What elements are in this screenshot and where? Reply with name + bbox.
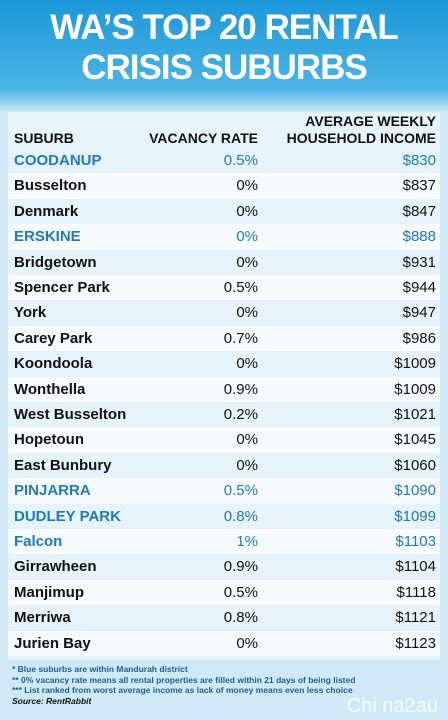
table-row: Girrawheen 0.9% $1104 xyxy=(8,554,440,579)
footnote: *** List ranked from worst average incom… xyxy=(12,685,353,695)
table: SUBURB VACANCY RATE AVERAGE WEEKLY HOUSEHOL… xyxy=(8,112,440,660)
suburb-cell: COODANUP xyxy=(14,152,102,169)
income-cell: $1090 xyxy=(394,482,436,500)
table-row: Denmark 0% $847 xyxy=(8,199,440,224)
vacancy-cell: 0% xyxy=(236,304,258,322)
header: WA’S TOP 20 RENTAL CRISIS SUBURBS xyxy=(0,0,448,112)
income-cell: $986 xyxy=(402,329,436,347)
table-row: East Bunbury 0% $1060 xyxy=(8,453,440,478)
column-header: SUBURB xyxy=(14,130,74,146)
income-cell: $1009 xyxy=(394,355,436,373)
table-row: Manjimup 0.5% $1118 xyxy=(8,579,440,606)
suburb-cell: PINJARRA xyxy=(14,482,91,500)
table-row: Hopetoun 0% $1045 xyxy=(8,427,440,453)
income-cell: $1118 xyxy=(396,583,437,601)
table-row: COODANUP 0.5% $830 xyxy=(8,148,440,173)
table-row: Merriwa 0.8% $1121 xyxy=(8,605,440,630)
suburb-cell: Denmark xyxy=(14,202,79,220)
suburb-cell: Jurien Bay xyxy=(14,634,91,652)
vacancy-cell: 0% xyxy=(236,634,258,652)
income-cell: $1060 xyxy=(394,456,436,474)
income-cell: $944 xyxy=(402,279,436,296)
vacancy-cell: 1% xyxy=(236,533,258,550)
vacancy-cell: 0.9% xyxy=(223,380,258,398)
suburb-cell: East Bunbury xyxy=(14,456,112,474)
suburb-cell: ERSKINE xyxy=(14,228,81,246)
table-row: West Busselton 0.2% $1021 xyxy=(8,402,440,427)
footnote: ** 0% vacancy rate means all rental prop… xyxy=(12,674,356,685)
suburb-cell: Spencer Park xyxy=(14,279,110,296)
table-row: Jurien Bay 0% $1123 xyxy=(8,630,440,656)
vacancy-cell: 0% xyxy=(236,355,258,373)
title-line: WA’S TOP 20 RENTAL xyxy=(50,8,399,47)
vacancy-cell: 0.2% xyxy=(223,406,258,423)
table-row: York 0% $947 xyxy=(8,300,440,325)
suburb-cell: Girrawheen xyxy=(14,558,97,576)
vacancy-cell: 0.9% xyxy=(223,558,258,576)
income-cell: $847 xyxy=(402,202,436,220)
suburb-cell: Carey Park xyxy=(14,329,93,347)
vacancy-cell: 0.8% xyxy=(223,609,258,627)
income-cell: $1103 xyxy=(395,533,436,550)
suburb-cell: Wonthella xyxy=(14,380,86,398)
vacancy-cell: 0.7% xyxy=(223,329,258,347)
vacancy-cell: 0.5% xyxy=(223,583,258,601)
table-row: Carey Park 0.7% $986 xyxy=(8,325,440,352)
suburb-cell: Hopetoun xyxy=(14,431,84,449)
table-row: Spencer Park 0.5% $944 xyxy=(8,275,440,301)
income-cell: $888 xyxy=(402,228,436,246)
income-cell: $1123 xyxy=(395,634,436,652)
vacancy-cell: 0.5% xyxy=(223,152,258,169)
vacancy-cell: 0.8% xyxy=(223,507,258,525)
vacancy-cell: 0.5% xyxy=(223,482,258,500)
table-row: Koondoola 0% $1009 xyxy=(8,351,440,376)
column-header: HOUSEHOLD INCOME xyxy=(286,130,436,146)
suburb-cell: Manjimup xyxy=(14,583,84,601)
income-cell: $931 xyxy=(402,253,436,271)
suburb-cell: York xyxy=(14,304,47,322)
suburb-cell: Bridgetown xyxy=(14,253,97,271)
suburb-cell: Koondoola xyxy=(14,355,93,373)
suburb-cell: Falcon xyxy=(14,533,63,550)
table-row: Falcon 1% $1103 xyxy=(8,529,440,555)
income-cell: $1104 xyxy=(395,558,436,576)
vacancy-cell: 0% xyxy=(236,177,258,195)
income-cell: $830 xyxy=(402,152,436,169)
income-cell: $947 xyxy=(402,304,436,322)
suburb-cell: Busselton xyxy=(14,177,87,195)
income-cell: $1099 xyxy=(394,507,436,525)
footnote: * Blue suburbs are within Mandurah distr… xyxy=(12,664,188,674)
vacancy-cell: 0.5% xyxy=(223,279,258,296)
vacancy-cell: 0% xyxy=(236,228,258,246)
income-cell: $1121 xyxy=(395,609,436,627)
footnote: Source: RentRabbit xyxy=(12,695,92,706)
vacancy-cell: 0% xyxy=(236,456,258,474)
vacancy-cell: 0% xyxy=(236,431,258,449)
table-row: Busselton 0% $837 xyxy=(8,173,440,199)
income-cell: $1021 xyxy=(394,406,436,423)
income-cell: $837 xyxy=(402,177,436,195)
table-row: Wonthella 0.9% $1009 xyxy=(8,376,440,402)
suburb-cell: West Busselton xyxy=(14,406,127,423)
income-cell: $1009 xyxy=(394,380,436,398)
table-row: Bridgetown 0% $931 xyxy=(8,250,440,275)
vacancy-cell: 0% xyxy=(236,202,258,220)
suburb-cell: DUDLEY PARK xyxy=(14,507,121,525)
table-row: DUDLEY PARK 0.8% $1099 xyxy=(8,504,440,529)
suburb-cell: Merriwa xyxy=(14,609,71,627)
title-line: CRISIS SUBURBS xyxy=(81,48,367,87)
column-header: AVERAGE WEEKLY xyxy=(305,113,436,129)
income-cell: $1045 xyxy=(394,431,436,449)
column-header: VACANCY RATE xyxy=(149,130,258,146)
table-row: PINJARRA 0.5% $1090 xyxy=(8,478,440,504)
table-row: ERSKINE 0% $888 xyxy=(8,224,440,250)
watermark: Chi na2au xyxy=(346,695,438,717)
vacancy-cell: 0% xyxy=(236,253,258,271)
